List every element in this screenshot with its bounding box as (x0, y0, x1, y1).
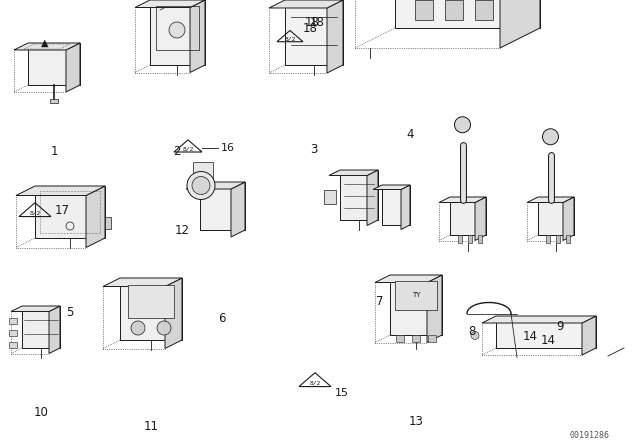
Text: 14: 14 (522, 329, 538, 343)
Bar (458, 235, 462, 243)
Bar (50, 99, 58, 103)
Polygon shape (150, 0, 205, 65)
Polygon shape (11, 306, 60, 311)
Polygon shape (193, 161, 213, 185)
Polygon shape (427, 275, 442, 343)
Text: 6: 6 (218, 312, 226, 325)
Polygon shape (103, 278, 182, 287)
Text: 8/2: 8/2 (29, 211, 40, 216)
Bar (8, 318, 17, 324)
Polygon shape (445, 0, 463, 20)
Bar (546, 235, 550, 243)
Circle shape (169, 22, 185, 38)
Polygon shape (16, 186, 105, 195)
Polygon shape (482, 316, 596, 323)
Polygon shape (382, 185, 410, 225)
Bar (556, 235, 560, 243)
Polygon shape (22, 306, 60, 348)
Text: 00191286: 00191286 (570, 431, 610, 440)
Text: 2: 2 (173, 145, 180, 158)
Polygon shape (120, 278, 182, 340)
Polygon shape (373, 185, 410, 190)
Bar (566, 235, 570, 243)
Polygon shape (28, 43, 80, 85)
Text: 11: 11 (143, 420, 159, 433)
Polygon shape (395, 0, 540, 28)
Text: 8: 8 (468, 325, 476, 338)
Polygon shape (49, 306, 60, 353)
Polygon shape (538, 197, 574, 235)
Bar (468, 235, 472, 243)
Polygon shape (415, 0, 433, 20)
Text: 5: 5 (67, 306, 74, 319)
Text: 12: 12 (175, 224, 189, 237)
Bar (428, 335, 436, 342)
Circle shape (187, 172, 215, 199)
Polygon shape (269, 0, 343, 8)
Polygon shape (582, 316, 596, 355)
Polygon shape (135, 0, 205, 8)
Polygon shape (475, 0, 493, 20)
Circle shape (454, 117, 470, 133)
Polygon shape (496, 316, 596, 348)
Text: TY: TY (412, 292, 420, 298)
Polygon shape (450, 197, 486, 235)
Polygon shape (475, 197, 486, 241)
Polygon shape (128, 285, 174, 318)
Circle shape (131, 321, 145, 335)
Circle shape (192, 177, 210, 194)
Bar (8, 342, 17, 348)
Text: 13: 13 (408, 415, 424, 428)
Polygon shape (86, 186, 105, 247)
Polygon shape (375, 275, 442, 283)
Text: 14: 14 (541, 334, 556, 347)
Text: ▲: ▲ (41, 38, 49, 47)
Polygon shape (324, 190, 336, 204)
Text: 18: 18 (305, 16, 320, 29)
Text: 9: 9 (556, 320, 564, 333)
Text: 17: 17 (55, 203, 70, 216)
Text: 4: 4 (406, 128, 413, 141)
Polygon shape (186, 182, 245, 189)
Polygon shape (327, 0, 343, 73)
Polygon shape (527, 197, 574, 202)
Polygon shape (500, 0, 540, 48)
Text: 8/2: 8/2 (309, 381, 321, 386)
Polygon shape (200, 182, 245, 230)
Text: 8/2: 8/2 (182, 146, 194, 152)
Text: 7: 7 (376, 295, 384, 308)
Circle shape (157, 321, 171, 335)
Text: 10: 10 (33, 406, 49, 419)
Bar (412, 335, 420, 342)
Text: 1: 1 (51, 145, 58, 158)
Circle shape (471, 332, 479, 340)
Bar (105, 217, 111, 229)
Text: 3: 3 (310, 143, 317, 156)
Polygon shape (395, 281, 437, 310)
Polygon shape (231, 182, 245, 237)
Text: 15: 15 (335, 388, 349, 398)
Text: 8/2: 8/2 (284, 37, 296, 42)
Polygon shape (439, 197, 486, 202)
Text: 18: 18 (303, 22, 317, 35)
Polygon shape (390, 275, 442, 335)
Bar (8, 330, 17, 336)
Text: 18: 18 (310, 16, 325, 29)
Circle shape (543, 129, 559, 145)
Polygon shape (165, 278, 182, 349)
Bar (478, 235, 482, 243)
Text: 16: 16 (221, 143, 235, 153)
Polygon shape (35, 186, 105, 238)
Polygon shape (563, 197, 574, 241)
Polygon shape (66, 43, 80, 92)
Polygon shape (329, 170, 378, 176)
Polygon shape (401, 185, 410, 229)
Polygon shape (340, 170, 378, 220)
Polygon shape (285, 0, 343, 65)
Polygon shape (14, 43, 80, 50)
Bar (396, 335, 404, 342)
Polygon shape (367, 170, 378, 225)
Polygon shape (190, 0, 205, 73)
